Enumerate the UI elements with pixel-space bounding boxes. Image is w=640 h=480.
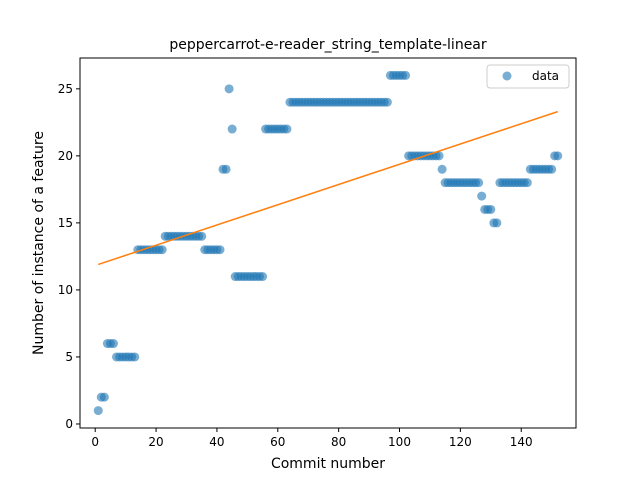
data-point-34 [197,231,207,241]
y-tick-label-5: 5 [65,350,73,364]
y-tick-label-25: 25 [58,82,73,96]
data-point-40 [215,245,225,255]
data-point-101 [401,70,411,80]
x-axis-label: Commit number [271,456,385,472]
marks [93,70,563,416]
y-tick-label-10: 10 [58,283,73,297]
y-tick-label-20: 20 [58,149,73,163]
x-tick-label-60: 60 [270,435,285,449]
data-point-44 [227,124,237,134]
data-point-95 [382,97,392,107]
data-point-149 [547,164,557,174]
legend-marker-data [502,71,512,81]
y-axis: 0 5 10 15 20 25 [58,82,80,431]
data-point-54 [258,272,268,282]
data-point-131 [492,218,502,228]
legend: data [486,64,570,89]
data-point-125 [474,178,484,188]
plot-frame [79,57,577,429]
chart-title: peppercarrot-e-reader_string_template-li… [169,37,487,53]
x-axis: 0 20 40 60 80 100 120 140 [91,428,533,449]
x-tick-label-120: 120 [449,435,472,449]
data-point-43 [224,84,234,94]
x-tick-label-80: 80 [331,435,346,449]
plot-area [80,58,576,428]
data-point-42 [221,164,231,174]
data-point-141 [522,178,532,188]
y-tick-label-0: 0 [65,417,73,431]
data-point-62 [282,124,292,134]
data-point-151 [553,151,563,161]
legend-box [486,64,570,89]
x-tick-label-100: 100 [388,435,411,449]
x-tick-label-20: 20 [148,435,163,449]
data-point-113 [437,164,447,174]
data-point-129 [486,204,496,214]
plot-background [80,58,576,428]
data-point-0 [93,406,103,416]
data-point-21 [157,245,167,255]
data-point-5 [108,339,118,349]
fit-line [98,110,558,266]
data-point-2 [99,392,109,402]
legend-label-data: data [532,69,559,83]
x-tick-label-0: 0 [91,435,99,449]
x-tick-label-40: 40 [209,435,224,449]
y-tick-label-15: 15 [58,216,73,230]
y-axis-label: Number of instance of a feature [31,131,47,355]
data-point-112 [434,151,444,161]
data-point-12 [130,352,140,362]
x-tick-label-140: 140 [510,435,533,449]
data-point-126 [477,191,487,201]
